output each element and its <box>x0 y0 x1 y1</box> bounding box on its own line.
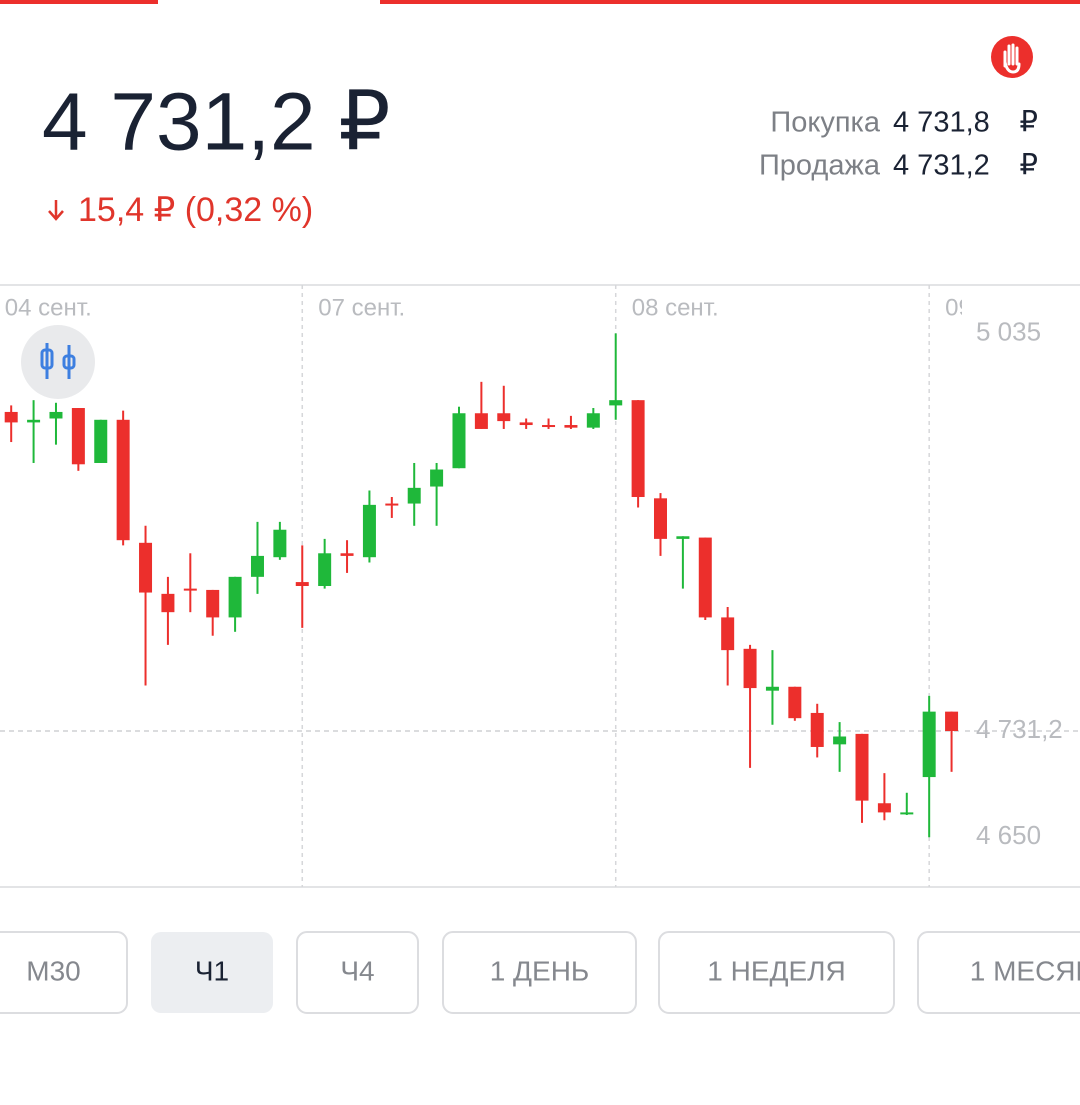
candle-body <box>945 711 959 732</box>
candle-body <box>788 686 802 719</box>
x-tick-label: 07 сент. <box>318 294 405 321</box>
timeframe-button[interactable] <box>442 931 637 1014</box>
price: 4 731,2 ₽ <box>42 77 391 168</box>
candle-body <box>810 712 824 747</box>
timeframe-label: 1 НЕДЕЛЯ <box>707 955 845 986</box>
timeframe-label: М30 <box>26 955 80 986</box>
candle-body <box>877 803 891 813</box>
candle-body <box>295 582 309 586</box>
candle-body <box>900 812 914 815</box>
candle-body <box>452 413 466 469</box>
buy-value: 4 731,8 <box>893 107 990 139</box>
timeframe-button[interactable] <box>917 931 1080 1014</box>
sell-label: Продажа <box>759 150 881 182</box>
candle-body <box>27 419 41 423</box>
candle-body <box>497 413 511 422</box>
plot: 04 сент. 07 сент. 08 сент. 09 сент. <box>0 285 1032 887</box>
sell-value: 4 731,2 <box>893 150 990 182</box>
tab-indicator <box>380 0 1080 4</box>
candle-body <box>385 503 399 506</box>
timeframe-button[interactable] <box>151 932 273 1013</box>
candle-body <box>94 419 108 463</box>
candle-body <box>116 419 130 541</box>
candle-body <box>676 536 690 539</box>
change: 15,4 ₽ (0,32 %) <box>78 191 313 229</box>
candle-body <box>519 422 533 426</box>
buy-label: Покупка <box>770 107 881 139</box>
candle-body <box>653 498 667 539</box>
candle-body <box>4 411 18 423</box>
x-tick-label: 04 сент. <box>5 294 92 321</box>
candle-body <box>362 504 376 558</box>
y-tick-label: 5 035 <box>976 316 1041 346</box>
timeframe-label: Ч4 <box>340 955 374 986</box>
timeframe-bar: М30 Ч1 Ч4 1 ДЕНЬ 1 НЕДЕЛЯ 1 МЕСЯЦ <box>0 931 1080 1014</box>
candle-body <box>183 588 197 591</box>
candle-body <box>721 617 735 651</box>
timeframe-button[interactable] <box>658 931 895 1014</box>
timeframe-label: Ч1 <box>195 955 229 986</box>
price-line-label: 4 731,2 <box>976 714 1063 744</box>
x-tick-label: 09 сент. <box>945 294 1032 321</box>
candle-body <box>743 648 757 689</box>
down-arrow <box>48 200 64 221</box>
timeframe-label: 1 МЕСЯЦ <box>970 955 1080 986</box>
candle-body <box>161 593 175 613</box>
candle-body <box>609 400 623 406</box>
candle-body <box>855 733 869 801</box>
candle-body <box>564 425 578 428</box>
candle-body <box>340 553 354 556</box>
timeframe-button[interactable] <box>0 931 128 1014</box>
candle-body <box>474 413 488 429</box>
toggle-body <box>40 348 54 370</box>
candle-body <box>765 686 779 691</box>
candle-body <box>833 736 847 745</box>
buy-currency: ₽ <box>1020 107 1038 139</box>
candle-body <box>206 589 220 618</box>
candle-body <box>407 487 421 504</box>
timeframe-label: 1 ДЕНЬ <box>490 955 590 986</box>
hand-glyph <box>1003 43 1021 74</box>
timeframe-button[interactable] <box>296 931 419 1014</box>
chart-type-toggle[interactable] <box>21 325 95 399</box>
candle-body <box>631 400 645 498</box>
candle-body <box>71 408 85 465</box>
candle-body <box>318 553 332 586</box>
candle-body <box>698 537 712 618</box>
candle-body <box>542 425 556 428</box>
candle-body <box>430 469 444 487</box>
y-tick-label: 4 650 <box>976 820 1041 850</box>
axis: 4 731,2 4 650 5 035 <box>965 316 1080 850</box>
toggle-body <box>62 354 76 370</box>
candle-body <box>922 711 936 778</box>
x-tick-label: 08 сент. <box>632 294 719 321</box>
tab-indicator <box>0 0 158 4</box>
candle-body <box>139 542 153 593</box>
candle-body <box>273 529 287 558</box>
candle-body <box>250 555 264 577</box>
sell-currency: ₽ <box>1020 150 1038 182</box>
candle-body <box>586 413 600 428</box>
candle-body <box>228 576 242 618</box>
candle-body <box>49 411 63 419</box>
